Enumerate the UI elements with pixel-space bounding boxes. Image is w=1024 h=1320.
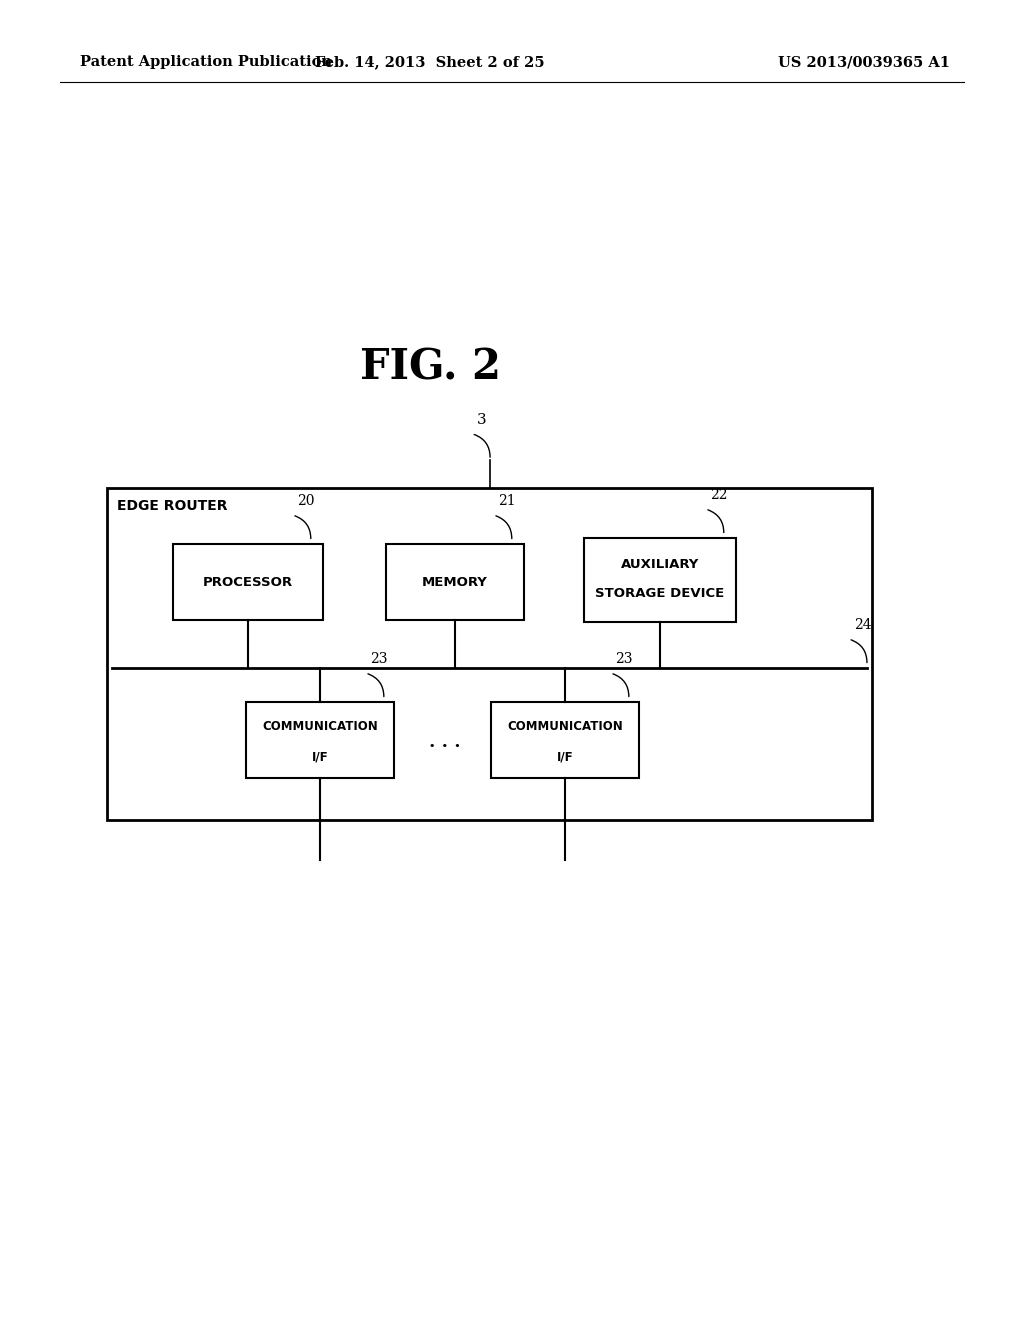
- Text: AUXILIARY: AUXILIARY: [621, 557, 699, 570]
- Text: EDGE ROUTER: EDGE ROUTER: [117, 499, 227, 512]
- Text: PROCESSOR: PROCESSOR: [203, 576, 293, 589]
- Text: 23: 23: [615, 652, 633, 667]
- Text: I/F: I/F: [557, 751, 573, 764]
- Text: COMMUNICATION: COMMUNICATION: [262, 721, 378, 734]
- Text: Patent Application Publication: Patent Application Publication: [80, 55, 332, 69]
- Bar: [173, 544, 323, 620]
- Bar: [106, 488, 872, 820]
- Text: COMMUNICATION: COMMUNICATION: [507, 721, 623, 734]
- Text: US 2013/0039365 A1: US 2013/0039365 A1: [778, 55, 950, 69]
- Bar: [246, 702, 394, 777]
- Text: MEMORY: MEMORY: [422, 576, 488, 589]
- Bar: [490, 702, 639, 777]
- Bar: [386, 544, 524, 620]
- Text: I/F: I/F: [311, 751, 329, 764]
- Text: 23: 23: [371, 652, 388, 667]
- Bar: [584, 539, 736, 622]
- Text: 21: 21: [499, 495, 516, 508]
- Text: STORAGE DEVICE: STORAGE DEVICE: [595, 586, 725, 599]
- Text: 22: 22: [711, 488, 728, 503]
- Text: 20: 20: [297, 495, 315, 508]
- Text: 24: 24: [854, 618, 871, 632]
- Text: Feb. 14, 2013  Sheet 2 of 25: Feb. 14, 2013 Sheet 2 of 25: [315, 55, 545, 69]
- Text: 3: 3: [477, 413, 486, 426]
- Text: . . .: . . .: [429, 733, 461, 751]
- Text: FIG. 2: FIG. 2: [359, 347, 501, 389]
